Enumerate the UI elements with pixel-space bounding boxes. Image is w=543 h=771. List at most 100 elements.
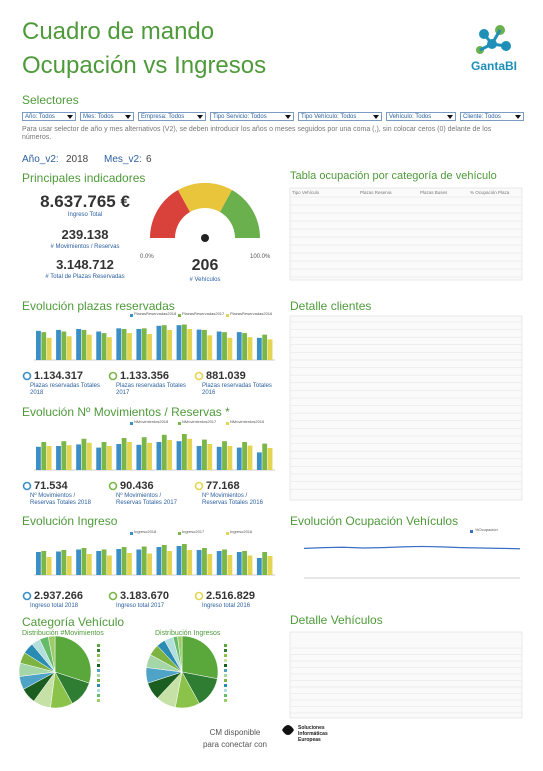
kpi-label: Ingreso Total [67, 212, 103, 218]
legend-swatch [97, 679, 100, 682]
bar [216, 331, 222, 360]
bar [61, 550, 67, 575]
selector[interactable]: Vehículo: Todos [386, 112, 456, 121]
bar [106, 555, 112, 575]
legend-swatch [226, 422, 229, 425]
bar [222, 441, 227, 470]
bar [66, 445, 72, 470]
bar [202, 439, 207, 470]
total-value: 77.168 [206, 480, 240, 492]
total-value: 1.133.356 [120, 370, 169, 382]
legend-swatch [224, 649, 227, 652]
legend-swatch [224, 644, 227, 647]
bar [116, 444, 122, 470]
bar [46, 337, 52, 360]
column-header: Plazas Buses [420, 190, 448, 195]
bar [247, 445, 253, 470]
legend-label: %Ocupación [475, 527, 498, 532]
legend-label: PlazasReservadas2016 [230, 311, 273, 316]
month: 6 [146, 154, 152, 165]
bar [141, 328, 147, 360]
bar [202, 548, 207, 575]
chart-title: Evolución plazas reservadas [22, 299, 175, 313]
bar [202, 329, 207, 360]
legend-swatch [224, 669, 227, 672]
total-icon [108, 591, 118, 601]
legend-swatch [178, 314, 181, 317]
bar [161, 434, 167, 470]
total-label: Plazas reservadas Totales 2016 [202, 383, 272, 396]
selector[interactable]: Cliente: Todos [460, 112, 524, 121]
total-icon [22, 591, 32, 601]
bar [181, 544, 187, 575]
bar [96, 331, 102, 360]
legend-label: Ingreso2018 [134, 529, 157, 534]
bar [106, 446, 112, 470]
kpi-label: # Total de Plazas Reservadas [45, 274, 125, 280]
bar [41, 551, 47, 575]
gauge-max: 100.0% [250, 254, 271, 260]
bar [66, 556, 72, 575]
legend-swatch [130, 422, 133, 425]
bar [196, 550, 202, 575]
chart-title: Distribución Ingresos [155, 630, 221, 637]
bar [56, 446, 61, 470]
bar [121, 547, 127, 575]
pie-slice [47, 635, 56, 673]
bar [176, 546, 182, 575]
bar [96, 447, 102, 470]
legend-swatch [97, 654, 100, 657]
bar [196, 329, 202, 360]
kpi-value: 8.637.765 € [40, 192, 130, 211]
kpi-value: 3.148.712 [56, 257, 114, 272]
selector[interactable]: Mes: Todos [80, 112, 134, 121]
month-label: Mes_v2: [104, 154, 142, 165]
bar [136, 549, 142, 575]
bar [227, 446, 233, 470]
gauge [149, 182, 261, 242]
bar [227, 555, 233, 575]
legend-swatch [178, 422, 181, 425]
bar [187, 328, 193, 360]
chart-title: Evolución Nº Movimientos / Reservas * [22, 405, 230, 419]
legend-swatch [470, 530, 473, 533]
selector[interactable]: Empresa: Todos [138, 112, 206, 121]
bar [187, 438, 193, 470]
bar [101, 549, 107, 575]
legend-swatch [130, 532, 133, 535]
bar [227, 337, 233, 360]
column-header: Tipo Vehículo [292, 190, 320, 195]
bar [86, 554, 92, 575]
bar [216, 446, 222, 470]
section-title: Categoría Vehículo [22, 615, 125, 629]
bar [242, 551, 248, 575]
selector[interactable]: Tipo Servicio: Todos [210, 112, 294, 121]
bar [66, 336, 72, 360]
legend-label: Ingreso2016 [230, 529, 253, 534]
bar [81, 438, 87, 470]
legend-swatch [224, 694, 227, 697]
legend-label: NMovimientos2016 [230, 419, 265, 424]
selector[interactable]: Año: Todos [22, 112, 76, 121]
total-label: Plazas reservadas Totales 2017 [116, 383, 186, 396]
selector[interactable]: Tipo Vehículo: Todos [298, 112, 382, 121]
bar [262, 443, 268, 470]
bar [161, 325, 167, 360]
column-header: % Ocupación Plaza [470, 190, 510, 195]
legend-swatch [224, 689, 227, 692]
bar [121, 328, 127, 360]
year: 2018 [66, 154, 89, 165]
bar [61, 331, 67, 360]
section-title: Tabla ocupación por categoría de vehícul… [290, 170, 497, 182]
bar [96, 551, 102, 575]
legend-swatch [97, 644, 100, 647]
footer-text: CM disponible [209, 728, 261, 737]
legend-swatch [224, 664, 227, 667]
chart-title: Evolución Ocupación Vehículos [290, 514, 459, 528]
bar [36, 552, 41, 575]
chart-title: Evolución Ingreso [22, 514, 118, 528]
bar [36, 446, 41, 470]
bar [236, 447, 242, 470]
bar [116, 328, 122, 360]
